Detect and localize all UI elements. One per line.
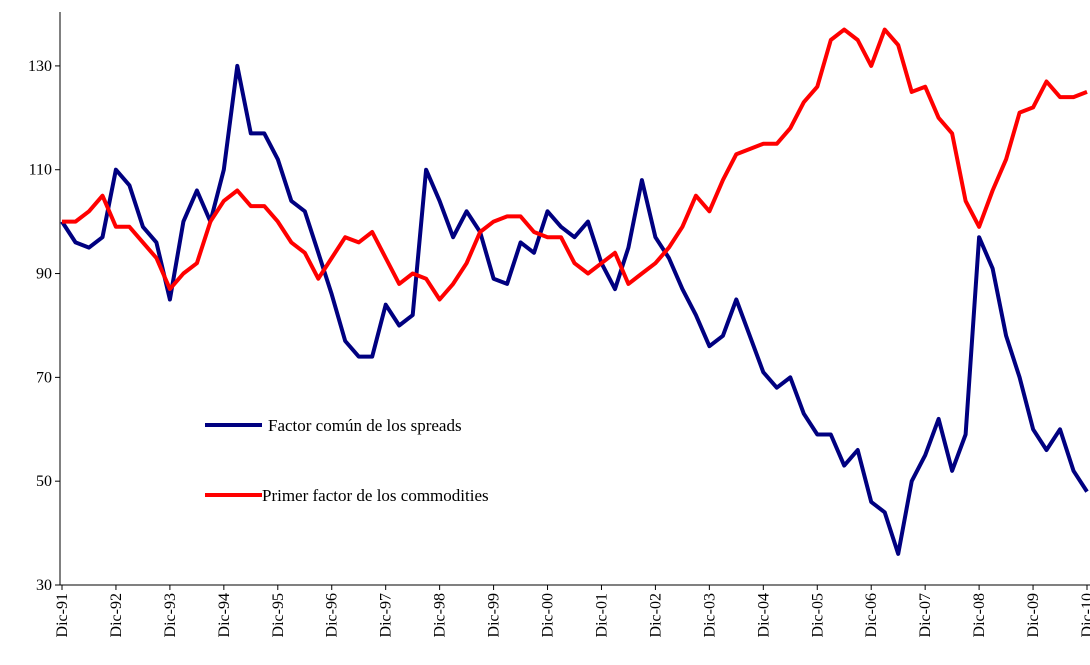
x-tick-label: Dic-99 bbox=[486, 593, 503, 637]
x-tick-label: Dic-04 bbox=[755, 593, 772, 637]
x-tick-label: Dic-02 bbox=[647, 593, 664, 637]
y-tick-label: 110 bbox=[29, 162, 52, 179]
x-tick-label: Dic-95 bbox=[270, 593, 287, 637]
x-tick-label: Dic-94 bbox=[216, 593, 233, 637]
x-tick-label: Dic-06 bbox=[863, 593, 880, 637]
x-tick-label: Dic-97 bbox=[378, 593, 395, 637]
x-tick-label: Dic-05 bbox=[809, 593, 826, 637]
series-line bbox=[60, 63, 1089, 556]
x-tick-label: Dic-10 bbox=[1079, 593, 1090, 637]
x-tick-label: Dic-01 bbox=[593, 593, 610, 637]
x-tick-label: Dic-07 bbox=[917, 593, 934, 637]
x-tick-label: Dic-08 bbox=[971, 593, 988, 637]
series-line bbox=[62, 27, 1088, 302]
x-tick-label: Dic-00 bbox=[540, 593, 557, 637]
y-tick-label: 50 bbox=[36, 473, 52, 490]
y-tick-label: 130 bbox=[28, 58, 52, 75]
x-tick-label: Dic-98 bbox=[432, 593, 449, 637]
legend-label: Primer factor de los commodities bbox=[262, 486, 489, 505]
y-tick-label: 30 bbox=[36, 577, 52, 594]
y-tick-label: 70 bbox=[36, 369, 52, 386]
x-tick-label: Dic-09 bbox=[1025, 593, 1042, 637]
x-tick-label: Dic-93 bbox=[162, 593, 179, 637]
x-tick-label: Dic-91 bbox=[54, 593, 71, 637]
legend-label: Factor común de los spreads bbox=[268, 416, 462, 435]
x-tick-label: Dic-92 bbox=[108, 593, 125, 637]
y-tick-label: 90 bbox=[36, 266, 52, 283]
x-tick-label: Dic-03 bbox=[701, 593, 718, 637]
x-tick-label: Dic-96 bbox=[324, 593, 341, 637]
